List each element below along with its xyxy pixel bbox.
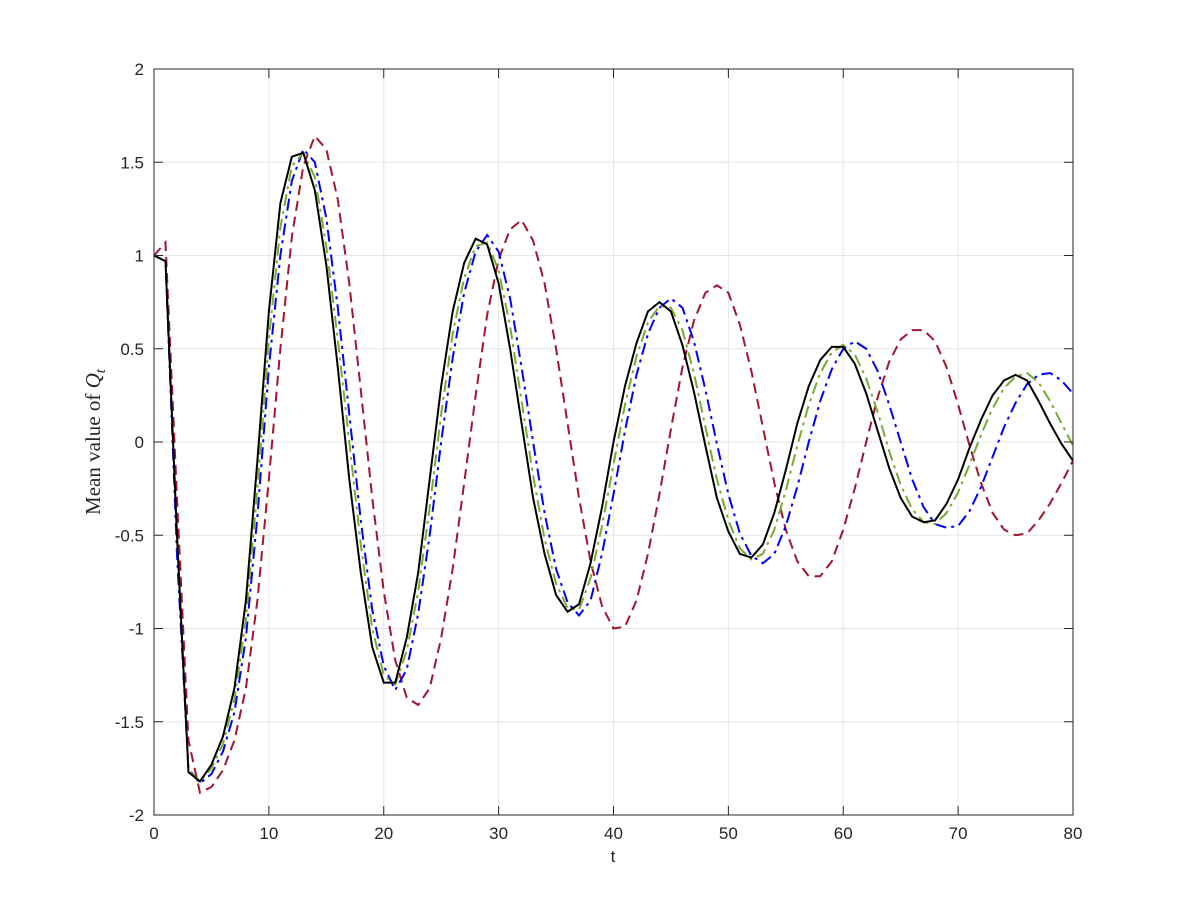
x-tick-label: 20	[374, 824, 393, 843]
axes: 0 10 20 30 40 50 60 70 80 -2 -1.5 -1 -0.5 0 0.5 1 1.5 2	[115, 60, 1083, 843]
x-tick-label: 80	[1064, 824, 1083, 843]
y-axis-label: Mean value of Qt	[81, 368, 109, 515]
lines	[153, 134, 1074, 795]
series-line	[153, 147, 1074, 785]
y-tick-label: 0.5	[120, 340, 144, 359]
y-tick-label: 1	[135, 247, 144, 266]
x-tick-label: 10	[259, 824, 278, 843]
y-tick-label: 2	[135, 60, 144, 79]
y-tick-label: -0.5	[115, 526, 144, 545]
y-axis-label-subscript: t	[93, 368, 109, 373]
y-tick-label: -1.5	[115, 713, 144, 732]
y-tick-label: -2	[129, 806, 144, 825]
x-tick-label: 60	[834, 824, 853, 843]
x-tick-label: 70	[949, 824, 968, 843]
x-tick-label: 30	[489, 824, 508, 843]
y-axis-label-text: Mean value of	[81, 388, 105, 515]
series-line	[153, 151, 1074, 783]
y-tick-label: 0	[135, 433, 144, 452]
x-tick-label: 0	[149, 824, 158, 843]
x-tick-label: 40	[604, 824, 623, 843]
y-axis-label-symbol: Q	[81, 373, 105, 388]
y-tick-label: -1	[129, 620, 144, 639]
plot-frame	[153, 68, 1074, 816]
x-tick-label: 50	[719, 824, 738, 843]
y-tick-label: 1.5	[120, 153, 144, 172]
x-axis-label: t	[611, 847, 616, 866]
series-line	[153, 134, 1074, 795]
series-line	[153, 151, 1074, 783]
